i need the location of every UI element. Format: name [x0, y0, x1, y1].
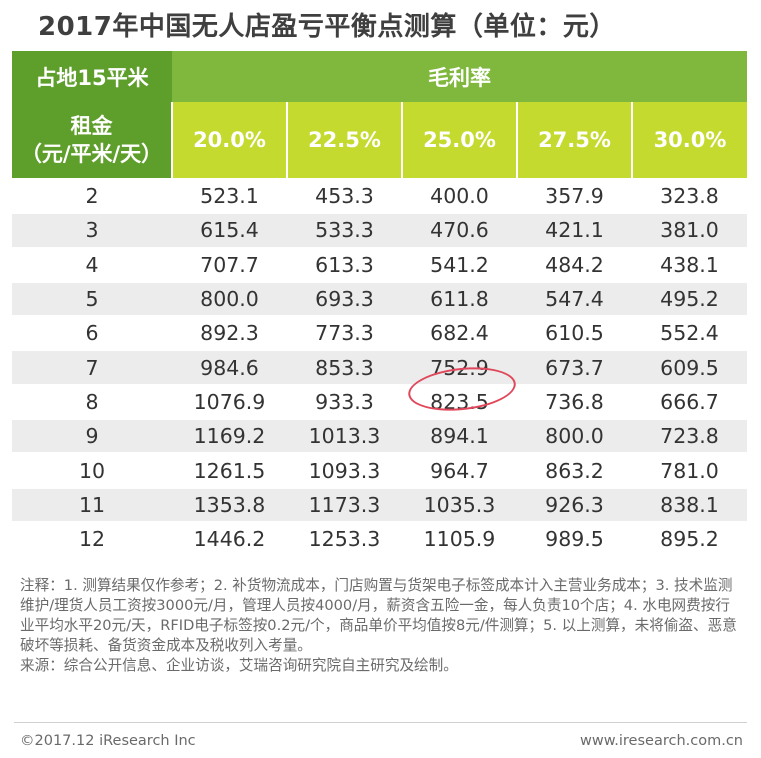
value-cell: 892.3	[172, 315, 287, 351]
value-cell: 1353.8	[172, 486, 287, 522]
note-text: 注释：1. 测算结果仅作参考；2. 补货物流成本，门店购置与货架电子标签成本计入…	[20, 577, 737, 654]
value-cell: 1446.2	[172, 520, 287, 556]
value-cell: 926.3	[517, 486, 632, 522]
rent-cell: 11	[12, 486, 172, 522]
value-cell: 838.1	[632, 486, 747, 522]
value-cell: 400.0	[402, 177, 517, 214]
table-row: 12 1446.2 1253.3 1105.9 989.5 895.2	[12, 520, 747, 556]
rent-cell: 12	[12, 520, 172, 556]
value-cell: 484.2	[517, 246, 632, 282]
page-title: 2017年中国无人店盈亏平衡点测算（单位：元）	[38, 12, 616, 42]
table-row: 8 1076.9 933.3 823.5 736.8 666.7	[12, 383, 747, 420]
margin-header-3: 25.0%	[401, 102, 517, 179]
value-cell: 323.8	[632, 177, 747, 214]
value-cell: 984.6	[172, 349, 287, 385]
website-link[interactable]: www.iresearch.com.cn	[580, 733, 743, 749]
value-cell: 357.9	[517, 177, 632, 214]
value-cell: 421.1	[517, 212, 632, 248]
footer-divider	[14, 722, 747, 723]
rent-cell: 8	[12, 383, 172, 420]
value-cell: 381.0	[632, 212, 747, 248]
value-cell: 495.2	[632, 280, 747, 317]
margin-header-5: 30.0%	[631, 102, 747, 179]
table-row: 11 1353.8 1173.3 1035.3 926.3 838.1	[12, 486, 747, 522]
value-cell: 1076.9	[172, 383, 287, 420]
value-cell: 1093.3	[287, 452, 402, 488]
rent-column-header: 租金 （元/平米/天）	[12, 102, 172, 179]
corner-label: 占地15平米	[12, 51, 172, 102]
gross-margin-header: 毛利率	[172, 51, 747, 102]
header-row-group: 占地15平米 毛利率	[12, 51, 747, 102]
value-cell: 541.2	[402, 246, 517, 282]
value-cell: 682.4	[402, 315, 517, 351]
value-cell: 1173.3	[287, 486, 402, 522]
copyright-text: ©2017.12 iResearch Inc	[20, 733, 196, 749]
rent-cell: 9	[12, 418, 172, 454]
value-cell: 752.9	[402, 349, 517, 385]
table-row: 6 892.3 773.3 682.4 610.5 552.4	[12, 315, 747, 351]
value-cell: 707.7	[172, 246, 287, 282]
value-cell: 453.3	[287, 177, 402, 214]
rent-cell: 6	[12, 315, 172, 351]
value-cell: 800.0	[172, 280, 287, 317]
table-row: 9 1169.2 1013.3 894.1 800.0 723.8	[12, 418, 747, 454]
rent-label-line2: （元/平米/天）	[20, 142, 163, 166]
value-cell: 989.5	[517, 520, 632, 556]
margin-header-4: 27.5%	[516, 102, 632, 179]
value-cell: 800.0	[517, 418, 632, 454]
value-cell: 693.3	[287, 280, 402, 317]
value-cell: 547.4	[517, 280, 632, 317]
value-cell: 1013.3	[287, 418, 402, 454]
value-cell: 533.3	[287, 212, 402, 248]
value-cell: 1261.5	[172, 452, 287, 488]
table-row: 4 707.7 613.3 541.2 484.2 438.1	[12, 246, 747, 282]
value-cell: 1169.2	[172, 418, 287, 454]
value-cell: 933.3	[287, 383, 402, 420]
value-cell: 823.5	[402, 383, 517, 420]
value-cell: 523.1	[172, 177, 287, 214]
value-cell: 736.8	[517, 383, 632, 420]
margin-header-2: 22.5%	[286, 102, 402, 179]
value-cell: 863.2	[517, 452, 632, 488]
value-cell: 673.7	[517, 349, 632, 385]
rent-cell: 5	[12, 280, 172, 317]
value-cell: 611.8	[402, 280, 517, 317]
notes-section: 注释：1. 测算结果仅作参考；2. 补货物流成本，门店购置与货架电子标签成本计入…	[20, 576, 742, 676]
value-cell: 781.0	[632, 452, 747, 488]
rent-cell: 7	[12, 349, 172, 385]
value-cell: 613.3	[287, 246, 402, 282]
rent-cell: 3	[12, 212, 172, 248]
value-cell: 609.5	[632, 349, 747, 385]
value-cell: 470.6	[402, 212, 517, 248]
margin-header-1: 20.0%	[171, 102, 287, 179]
table-row: 5 800.0 693.3 611.8 547.4 495.2	[12, 280, 747, 317]
rent-label-line1: 租金	[70, 114, 113, 138]
value-cell: 438.1	[632, 246, 747, 282]
table-row: 10 1261.5 1093.3 964.7 863.2 781.0	[12, 452, 747, 488]
table-row: 3 615.4 533.3 470.6 421.1 381.0	[12, 212, 747, 248]
table-row: 7 984.6 853.3 752.9 673.7 609.5	[12, 349, 747, 385]
value-cell: 1105.9	[402, 520, 517, 556]
value-cell: 894.1	[402, 418, 517, 454]
value-cell: 552.4	[632, 315, 747, 351]
value-cell: 1035.3	[402, 486, 517, 522]
value-cell: 610.5	[517, 315, 632, 351]
value-cell: 895.2	[632, 520, 747, 556]
value-cell: 723.8	[632, 418, 747, 454]
value-cell: 773.3	[287, 315, 402, 351]
rent-cell: 2	[12, 177, 172, 214]
source-text: 来源：综合公开信息、企业访谈，艾瑞咨询研究院自主研究及绘制。	[20, 657, 458, 674]
breakeven-table: 占地15平米 毛利率 租金 （元/平米/天） 20.0% 22.5% 25.0%…	[12, 51, 747, 556]
rent-cell: 10	[12, 452, 172, 488]
rent-cell: 4	[12, 246, 172, 282]
value-cell: 964.7	[402, 452, 517, 488]
value-cell: 615.4	[172, 212, 287, 248]
value-cell: 1253.3	[287, 520, 402, 556]
header-row-margins: 租金 （元/平米/天） 20.0% 22.5% 25.0% 27.5% 30.0…	[12, 102, 747, 179]
table-row: 2 523.1 453.3 400.0 357.9 323.8	[12, 177, 747, 214]
value-cell: 853.3	[287, 349, 402, 385]
value-cell: 666.7	[632, 383, 747, 420]
